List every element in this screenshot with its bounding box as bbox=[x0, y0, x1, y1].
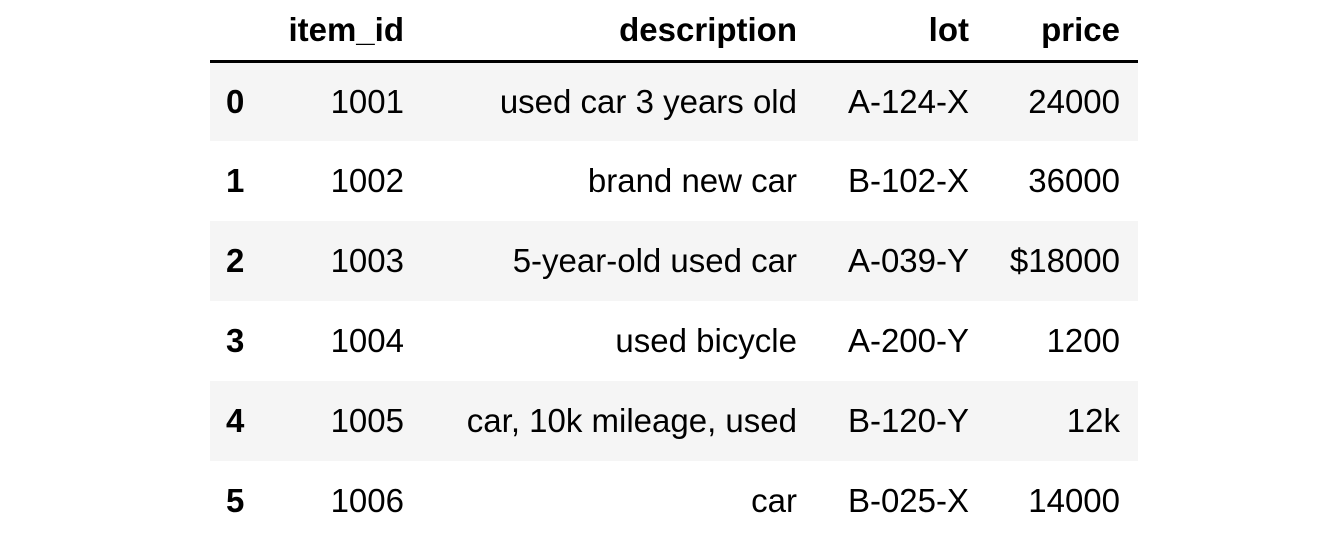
cell-description: brand new car bbox=[587, 162, 797, 199]
cell-item-id: 1002 bbox=[330, 162, 404, 199]
table-header: item_id description lot price bbox=[210, 0, 1138, 63]
header-row: item_id description lot price bbox=[210, 0, 1138, 63]
row-index: 5 bbox=[226, 482, 245, 519]
table-row: 3 1004 used bicycle A-200-Y 1200 bbox=[210, 301, 1138, 381]
cell-item-id: 1003 bbox=[330, 242, 404, 279]
table-row: 2 1003 5-year-old used car A-039-Y $1800… bbox=[210, 221, 1138, 301]
cell-price: $18000 bbox=[1009, 242, 1120, 279]
row-index: 1 bbox=[226, 162, 245, 199]
row-index: 3 bbox=[226, 322, 245, 359]
cell-price: 36000 bbox=[1028, 162, 1120, 199]
cell-description: 5-year-old used car bbox=[512, 242, 797, 279]
dataframe-container: item_id description lot price 0 1001 use… bbox=[210, 0, 1138, 541]
table-body: 0 1001 used car 3 years old A-124-X 2400… bbox=[210, 61, 1138, 541]
table-row: 1 1002 brand new car B-102-X 36000 bbox=[210, 141, 1138, 221]
cell-description: car, 10k mileage, used bbox=[466, 402, 797, 439]
cell-lot: A-124-X bbox=[847, 82, 969, 120]
table-row: 4 1005 car, 10k mileage, used B-120-Y 12… bbox=[210, 381, 1138, 461]
header-price: price bbox=[987, 0, 1138, 63]
cell-lot: B-025-X bbox=[847, 482, 969, 519]
cell-price: 12k bbox=[1066, 402, 1120, 439]
cell-description: used car 3 years old bbox=[499, 82, 797, 120]
cell-lot: B-120-Y bbox=[847, 402, 969, 439]
cell-description: used bicycle bbox=[615, 322, 797, 359]
row-index: 0 bbox=[226, 82, 245, 120]
cell-lot: A-200-Y bbox=[847, 322, 969, 359]
cell-item-id: 1001 bbox=[330, 82, 404, 120]
dataframe-table: item_id description lot price 0 1001 use… bbox=[210, 0, 1138, 541]
cell-price: 1200 bbox=[1046, 322, 1120, 359]
cell-description: car bbox=[751, 482, 797, 519]
header-index bbox=[210, 0, 280, 63]
cell-item-id: 1005 bbox=[330, 402, 404, 439]
cell-lot: B-102-X bbox=[847, 162, 969, 199]
header-lot: lot bbox=[815, 0, 987, 63]
cell-lot: A-039-Y bbox=[847, 242, 969, 279]
table-row: 0 1001 used car 3 years old A-124-X 2400… bbox=[210, 61, 1138, 141]
cell-price: 24000 bbox=[1028, 82, 1120, 120]
header-description: description bbox=[422, 0, 815, 63]
row-index: 2 bbox=[226, 242, 245, 279]
cell-price: 14000 bbox=[1028, 482, 1120, 519]
cell-item-id: 1006 bbox=[330, 482, 404, 519]
row-index: 4 bbox=[226, 402, 245, 439]
header-item-id: item_id bbox=[280, 0, 422, 63]
table-row: 5 1006 car B-025-X 14000 bbox=[210, 461, 1138, 541]
cell-item-id: 1004 bbox=[330, 322, 404, 359]
